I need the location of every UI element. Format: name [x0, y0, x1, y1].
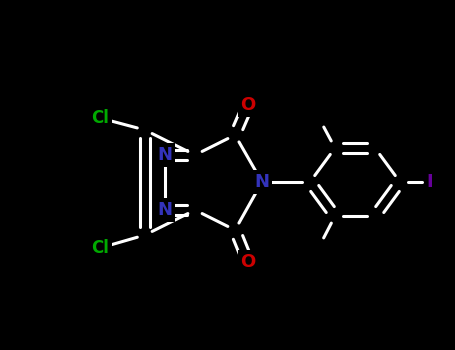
Text: O: O	[240, 253, 256, 271]
Text: N: N	[254, 173, 269, 191]
Text: Cl: Cl	[91, 239, 109, 257]
Text: O: O	[240, 96, 256, 114]
Text: Cl: Cl	[91, 109, 109, 127]
Text: I: I	[427, 173, 433, 191]
Text: N: N	[157, 146, 172, 164]
Text: N: N	[157, 201, 172, 219]
